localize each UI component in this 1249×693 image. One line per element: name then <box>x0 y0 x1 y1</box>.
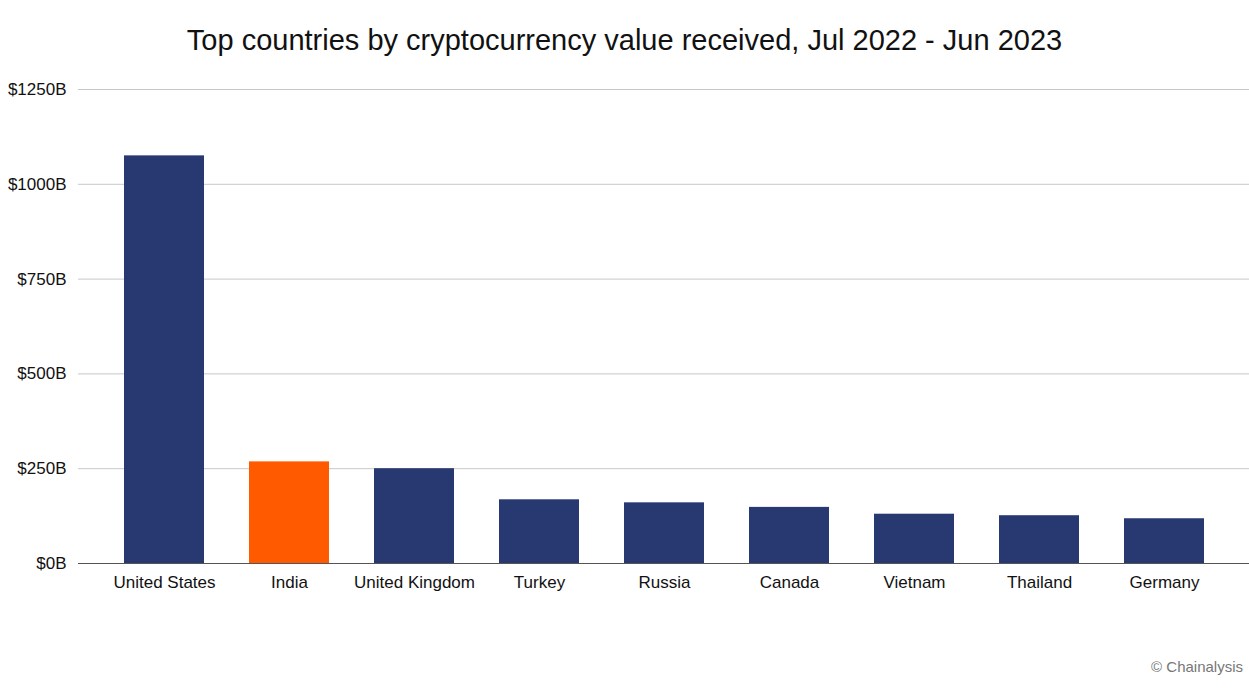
svg-text:$0B: $0B <box>36 554 66 573</box>
svg-text:Russia: Russia <box>639 573 692 592</box>
svg-text:$750B: $750B <box>17 270 66 289</box>
svg-text:Vietnam: Vietnam <box>883 573 945 592</box>
svg-text:United Kingdom: United Kingdom <box>354 573 475 592</box>
html-text:Top countries by cryptocurrenc: Top countries by cryptocurrency value re… <box>186 24 1063 56</box>
svg-text:Turkey: Turkey <box>514 573 566 592</box>
svg-text:$1000B: $1000B <box>8 175 67 194</box>
svg-text:India: India <box>271 573 308 592</box>
svg-text:Germany: Germany <box>1130 573 1200 592</box>
html-text:© Chainalysis: © Chainalysis <box>1151 658 1243 675</box>
svg-text:$250B: $250B <box>17 459 66 478</box>
svg-text:United States: United States <box>113 573 215 592</box>
svg-text:Canada: Canada <box>760 573 820 592</box>
svg-text:$500B: $500B <box>17 364 66 383</box>
svg-text:$1250B: $1250B <box>8 80 67 99</box>
svg-text:Thailand: Thailand <box>1007 573 1072 592</box>
